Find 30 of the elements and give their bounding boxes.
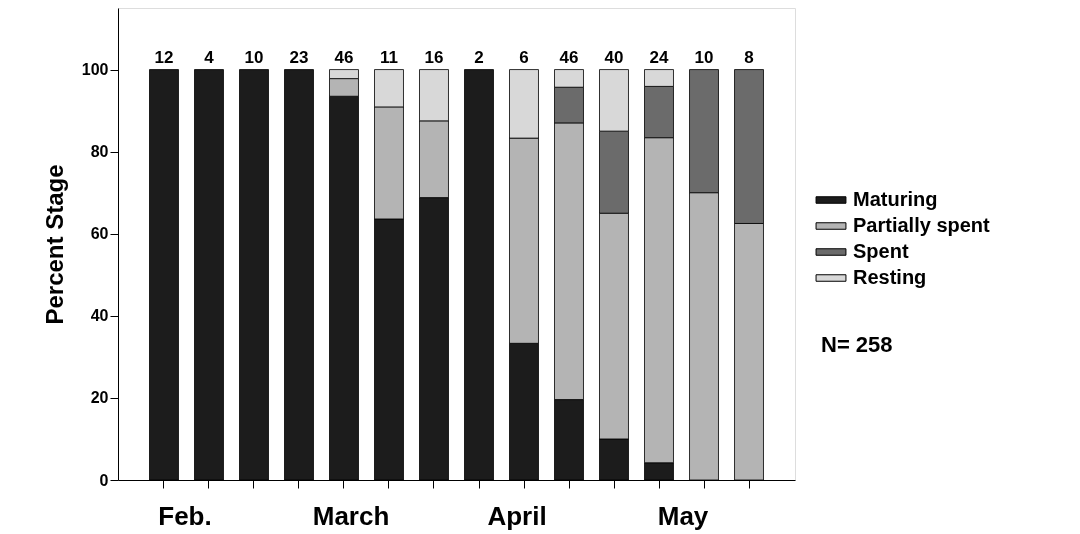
annotation: 10 bbox=[694, 47, 714, 67]
y-tick-label: 100 bbox=[81, 61, 109, 79]
legend-label: Maturing bbox=[853, 188, 938, 210]
annotation: 8 bbox=[744, 47, 754, 67]
annotation: 46 bbox=[559, 47, 579, 67]
annotation: 16 bbox=[424, 47, 444, 67]
annotation: 12 bbox=[154, 47, 174, 67]
text: May bbox=[657, 501, 709, 531]
annotation: 10 bbox=[244, 47, 264, 67]
text: March bbox=[312, 501, 390, 531]
text: Feb. bbox=[158, 501, 212, 531]
annotation: 23 bbox=[289, 47, 309, 67]
annotation: 24 bbox=[649, 47, 669, 67]
y-tick-label: 60 bbox=[90, 225, 109, 243]
y-tick-label: 80 bbox=[90, 143, 109, 161]
text: April bbox=[487, 501, 547, 531]
legend-label: Resting bbox=[853, 266, 927, 288]
annotation: 46 bbox=[334, 47, 354, 67]
text: N= 258 bbox=[821, 332, 893, 357]
y-tick-label: 0 bbox=[99, 471, 109, 489]
y-tick-label: 20 bbox=[90, 389, 109, 407]
legend-label: Partially spent bbox=[853, 214, 991, 236]
legend-label: Spent bbox=[853, 240, 909, 262]
annotation: 6 bbox=[519, 47, 529, 67]
annotation: 40 bbox=[604, 47, 624, 67]
annotation: 2 bbox=[474, 47, 484, 67]
y-tick-label: 40 bbox=[90, 307, 109, 325]
y-axis-title: Percent Stage bbox=[40, 164, 68, 325]
annotation: 4 bbox=[204, 47, 215, 67]
annotation: 11 bbox=[380, 47, 398, 67]
